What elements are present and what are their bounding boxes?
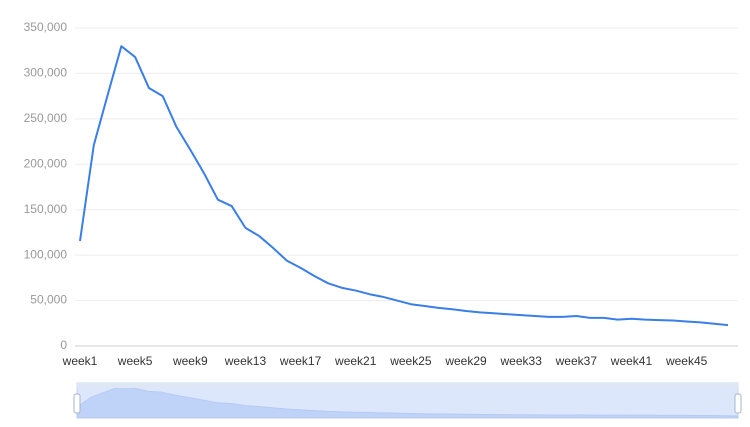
- x-tick-label: week41: [610, 354, 653, 368]
- x-tick-label: week25: [389, 354, 432, 368]
- y-tick-label: 0: [60, 338, 67, 352]
- y-tick-label: 150,000: [24, 202, 68, 216]
- y-tick-label: 200,000: [24, 156, 68, 170]
- x-tick-label: week1: [62, 354, 98, 368]
- y-tick-label: 300,000: [24, 66, 68, 80]
- zoom-move-handle[interactable]: [77, 383, 738, 388]
- zoom-preview-area: [76, 386, 739, 419]
- y-tick-label: 50,000: [30, 293, 67, 307]
- y-tick-label: 250,000: [24, 111, 68, 125]
- x-tick-label: week5: [117, 354, 153, 368]
- x-tick-label: week29: [444, 354, 487, 368]
- line: [79, 45, 729, 327]
- x-tick-label: week45: [665, 354, 708, 368]
- y-tick-label: 350,000: [24, 20, 68, 34]
- x-tick-label: week37: [555, 354, 598, 368]
- x-tick-label: week9: [172, 354, 208, 368]
- zoom-handle-right[interactable]: [734, 393, 742, 414]
- x-tick-label: week13: [224, 354, 267, 368]
- x-tick-label: week33: [500, 354, 543, 368]
- zoom-handle-left[interactable]: [73, 393, 81, 414]
- x-tick-label: week17: [279, 354, 322, 368]
- x-tick-label: week21: [334, 354, 377, 368]
- zoom-selection: [77, 383, 738, 418]
- y-tick-label: 100,000: [24, 247, 68, 261]
